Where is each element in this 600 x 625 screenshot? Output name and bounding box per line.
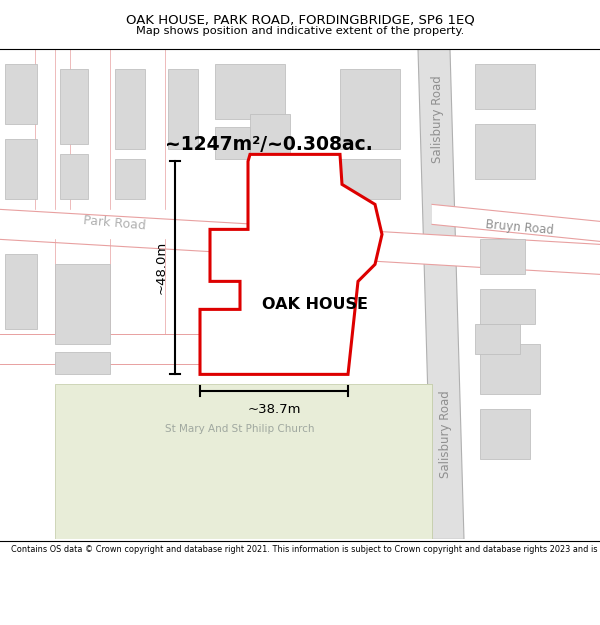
Polygon shape — [115, 69, 145, 149]
Polygon shape — [475, 124, 535, 179]
Polygon shape — [480, 289, 535, 324]
Text: Bruyn Road: Bruyn Road — [485, 218, 554, 237]
Text: ~48.0m: ~48.0m — [155, 241, 167, 294]
Polygon shape — [200, 154, 382, 374]
Polygon shape — [475, 64, 535, 109]
Polygon shape — [215, 64, 285, 119]
Polygon shape — [5, 139, 37, 199]
Polygon shape — [60, 154, 88, 199]
Polygon shape — [480, 344, 540, 394]
Text: ~38.7m: ~38.7m — [247, 403, 301, 416]
Text: OAK HOUSE, PARK ROAD, FORDINGBRIDGE, SP6 1EQ: OAK HOUSE, PARK ROAD, FORDINGBRIDGE, SP6… — [125, 14, 475, 27]
Polygon shape — [115, 159, 145, 199]
Polygon shape — [340, 69, 400, 149]
Polygon shape — [5, 254, 37, 329]
Polygon shape — [5, 64, 37, 124]
Polygon shape — [480, 239, 525, 274]
Polygon shape — [215, 127, 285, 159]
Polygon shape — [0, 209, 600, 274]
Polygon shape — [0, 49, 600, 539]
Polygon shape — [480, 409, 530, 459]
Text: ~1247m²/~0.308ac.: ~1247m²/~0.308ac. — [165, 135, 373, 154]
Text: Contains OS data © Crown copyright and database right 2021. This information is : Contains OS data © Crown copyright and d… — [11, 545, 600, 554]
Polygon shape — [475, 324, 520, 354]
Polygon shape — [55, 384, 432, 539]
Text: Salisbury Road: Salisbury Road — [439, 391, 452, 478]
Polygon shape — [418, 49, 464, 539]
Text: Map shows position and indicative extent of the property.: Map shows position and indicative extent… — [136, 26, 464, 36]
Text: Park Road: Park Road — [308, 242, 372, 261]
Text: Salisbury Road: Salisbury Road — [431, 76, 443, 163]
Polygon shape — [55, 264, 110, 344]
Polygon shape — [340, 159, 400, 199]
Polygon shape — [432, 204, 600, 241]
Polygon shape — [250, 114, 290, 154]
Polygon shape — [55, 352, 110, 374]
Text: Park Road: Park Road — [83, 214, 147, 232]
Polygon shape — [168, 69, 198, 149]
Polygon shape — [60, 69, 88, 144]
Text: OAK HOUSE: OAK HOUSE — [262, 297, 368, 312]
Text: St Mary And St Philip Church: St Mary And St Philip Church — [165, 424, 315, 434]
